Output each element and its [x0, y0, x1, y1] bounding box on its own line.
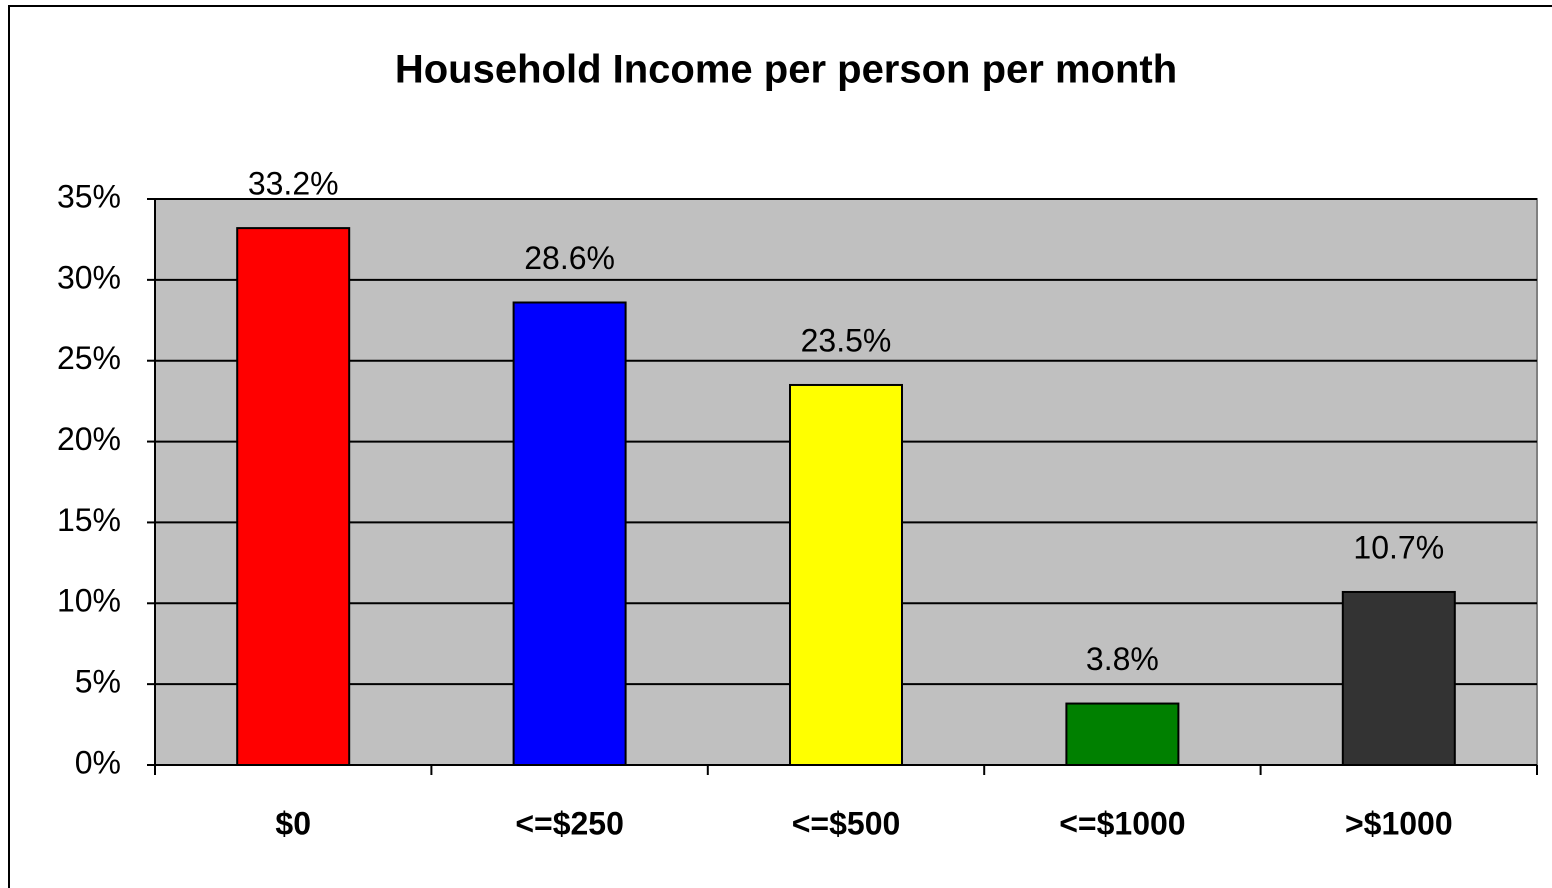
data-label: 33.2%: [248, 166, 339, 202]
data-label: 23.5%: [801, 322, 892, 358]
y-tick-label: 30%: [57, 259, 121, 295]
x-tick-label: >$1000: [1345, 805, 1453, 841]
y-tick-label: 15%: [57, 502, 121, 538]
bar: [1341, 590, 1456, 766]
data-label: 28.6%: [524, 240, 615, 276]
y-tick-label: 20%: [57, 421, 121, 457]
y-tick-label: 5%: [75, 664, 121, 700]
data-label: 10.7%: [1353, 529, 1444, 565]
x-tick-label: <=$1000: [1059, 805, 1185, 841]
bar: [236, 227, 351, 766]
x-tick-label: <=$250: [515, 805, 624, 841]
y-tick-label: 35%: [57, 178, 121, 214]
bar: [1065, 702, 1180, 767]
bar: [512, 301, 627, 766]
x-tick-label: <=$500: [792, 805, 901, 841]
data-label: 3.8%: [1086, 641, 1159, 677]
chart-title: Household Income per person per month: [395, 48, 1177, 92]
x-tick-label: $0: [275, 805, 311, 841]
y-tick-label: 10%: [57, 583, 121, 619]
y-tick-label: 0%: [75, 744, 121, 780]
y-tick-label: 25%: [57, 340, 121, 376]
bar: [789, 383, 903, 766]
